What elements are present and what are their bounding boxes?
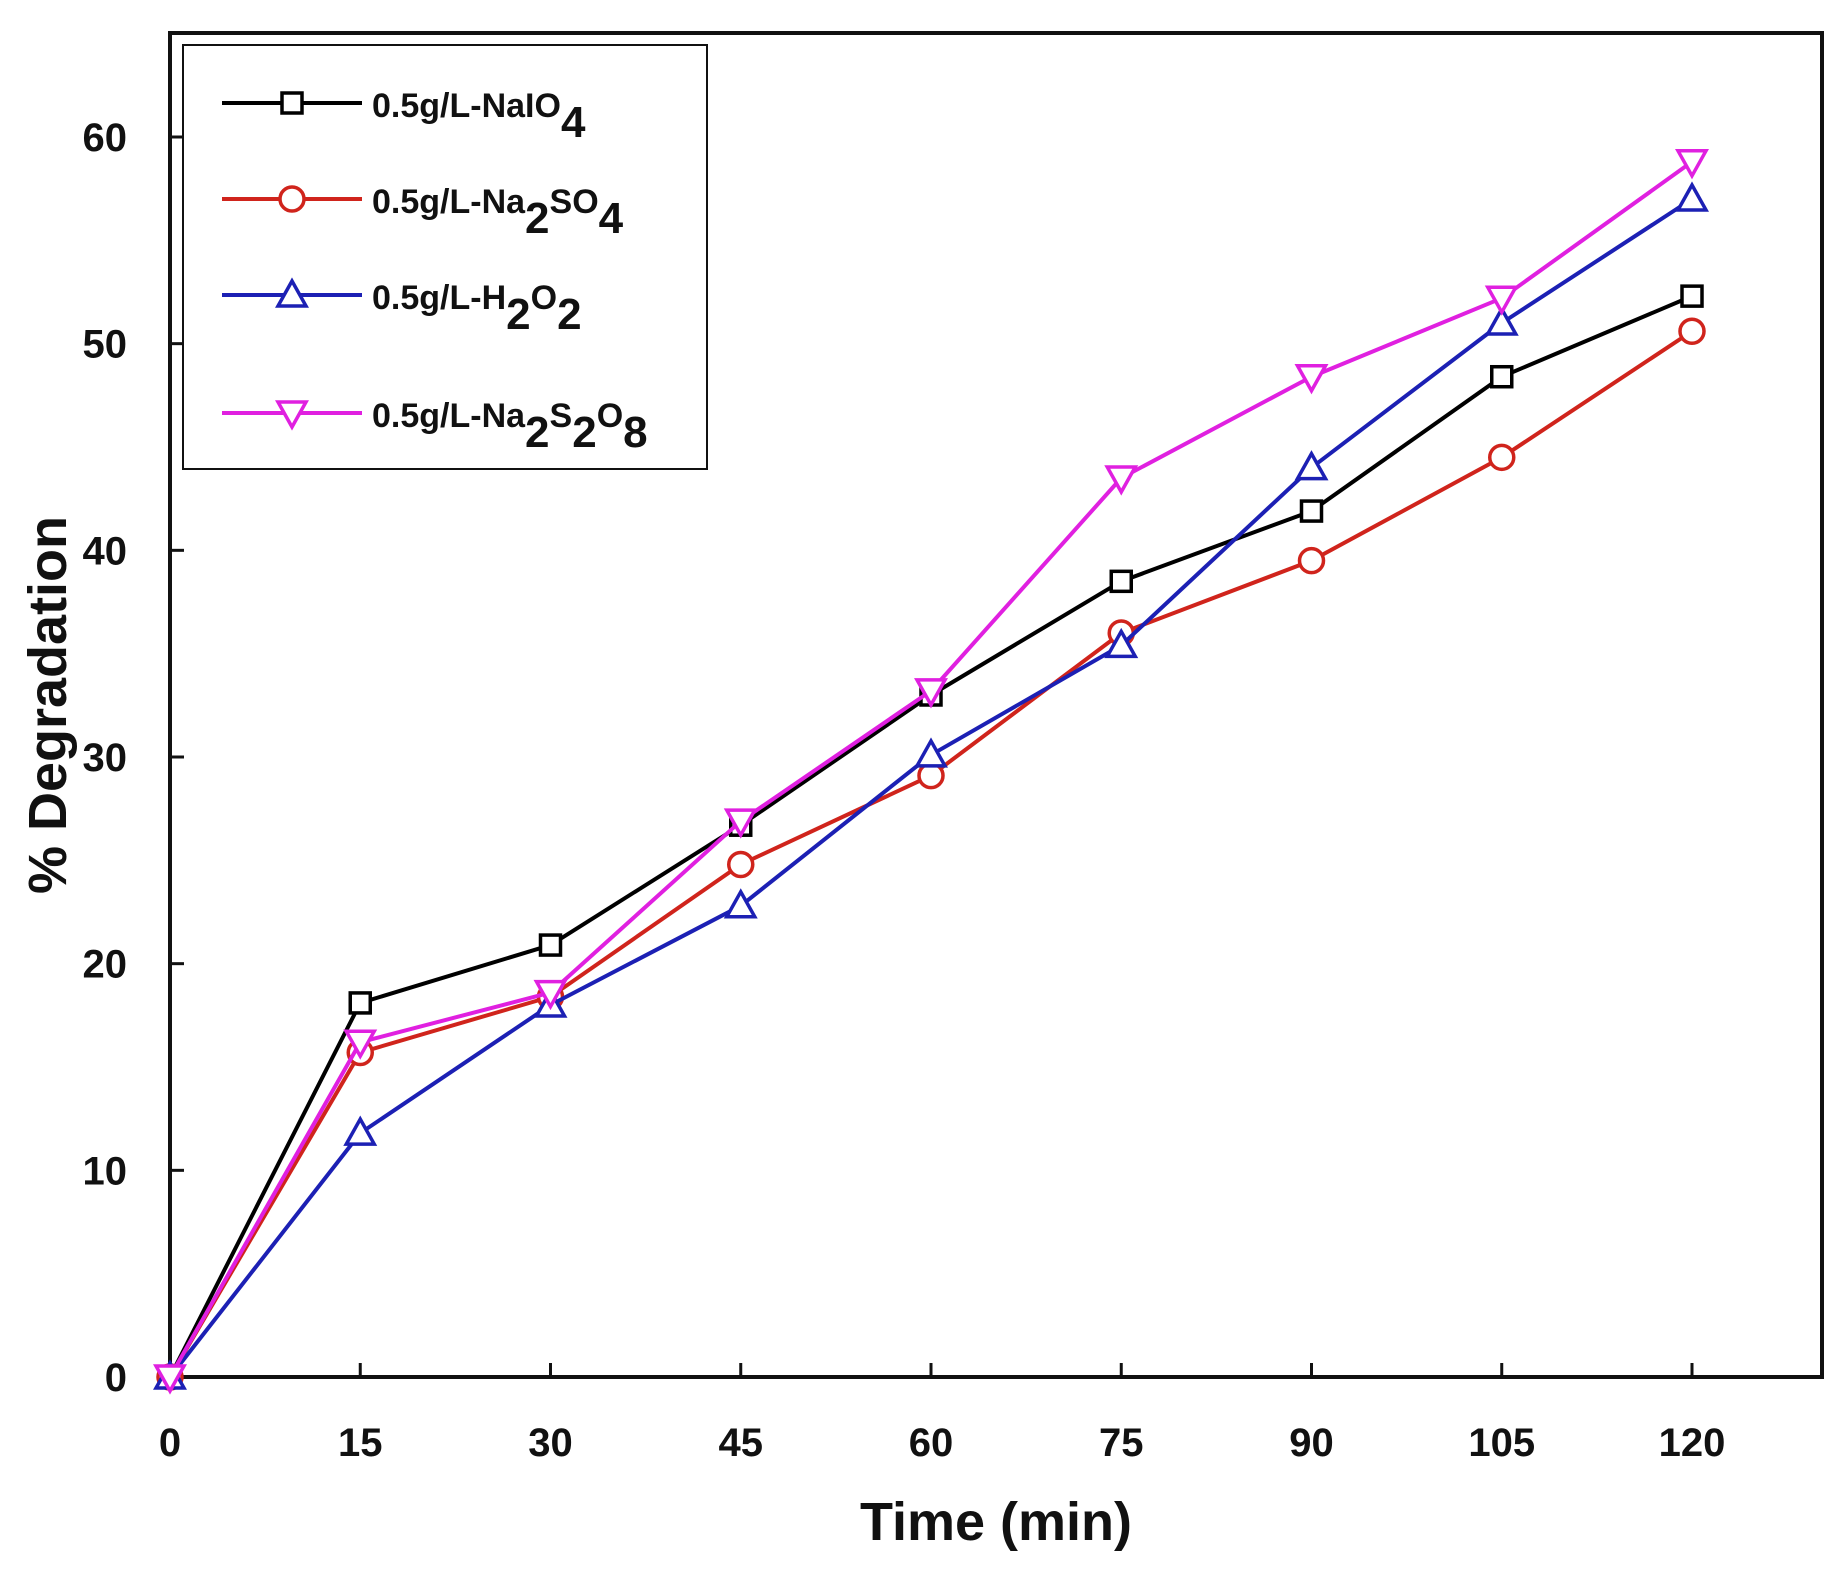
legend-label-part: 0.5g/L-H <box>372 279 506 317</box>
legend-marker <box>275 400 309 431</box>
legend-label: 0.5g/L-Na2S2O8 <box>372 397 648 457</box>
data-point <box>343 1115 378 1146</box>
data-point <box>1488 443 1516 472</box>
data-point <box>1484 285 1519 316</box>
x-tick-label: 30 <box>528 1421 573 1465</box>
y-tick-label: 30 <box>83 736 128 780</box>
legend-label-part: O <box>531 279 557 317</box>
y-tick-label: 40 <box>83 529 128 573</box>
x-tick-label: 60 <box>909 1421 954 1465</box>
data-point <box>723 888 758 919</box>
axis-ticks: 0 15 30 45 60 75 90 105 120 0 10 20 30 40 50 60 <box>83 116 1726 1465</box>
series-layer <box>153 149 1709 1395</box>
legend-marker <box>278 185 306 213</box>
series-2 <box>153 181 1709 1390</box>
series-1 <box>156 317 1706 1391</box>
legend-label-part: 2 <box>525 408 549 457</box>
series-3 <box>153 149 1709 1395</box>
y-axis-title: % Degradation <box>18 516 78 894</box>
x-tick-label: 90 <box>1289 1421 1334 1465</box>
legend-label-part: 0.5g/L-NaIO <box>372 87 561 125</box>
legend-label-part: 8 <box>623 408 647 457</box>
legend-label: 0.5g/L-Na2SO4 <box>372 183 624 243</box>
data-point <box>1299 499 1324 523</box>
legend-label-part: SO <box>550 183 599 221</box>
legend-entry: 0.5g/L-Na2S2O8 <box>222 397 648 457</box>
data-point <box>914 678 948 709</box>
legend-marker <box>280 91 304 115</box>
legend: 0.5g/L-NaIO40.5g/L-Na2SO40.5g/L-H2O20.5g… <box>182 44 708 470</box>
legend-label-part: 0.5g/L-Na <box>372 397 526 435</box>
y-tick-label: 20 <box>83 943 128 987</box>
x-tick-label: 120 <box>1659 1421 1726 1465</box>
legend-label-part: 4 <box>561 98 586 147</box>
x-tick-label: 15 <box>338 1421 383 1465</box>
legend-label-part: 2 <box>525 194 549 243</box>
data-point <box>348 991 372 1015</box>
legend-label: 0.5g/L-H2O2 <box>372 279 582 339</box>
legend-label: 0.5g/L-NaIO4 <box>372 87 586 147</box>
legend-label-part: 2 <box>572 408 596 457</box>
data-point <box>1294 450 1329 481</box>
legend-entry: 0.5g/L-Na2SO4 <box>222 183 624 243</box>
data-point <box>153 1364 187 1395</box>
data-point <box>1675 149 1709 180</box>
data-point <box>1104 465 1139 496</box>
data-point <box>1490 364 1514 389</box>
data-point <box>1294 363 1329 395</box>
x-tick-label: 105 <box>1468 1421 1535 1465</box>
x-tick-label: 0 <box>159 1421 181 1465</box>
legend-label-part: O <box>597 397 623 435</box>
legend-entry: 0.5g/L-H2O2 <box>222 277 582 339</box>
data-point <box>1104 627 1139 659</box>
data-point <box>1109 569 1133 594</box>
y-tick-label: 0 <box>105 1356 127 1400</box>
data-point <box>727 850 755 879</box>
data-point <box>1678 317 1706 346</box>
data-point <box>1297 546 1326 575</box>
y-tick-label: 50 <box>83 323 128 367</box>
plot-frame <box>168 31 1824 1379</box>
legend-entry: 0.5g/L-NaIO4 <box>222 87 586 147</box>
x-tick-label: 45 <box>719 1421 764 1465</box>
x-tick-label: 75 <box>1099 1421 1144 1465</box>
legend-label-part: 2 <box>557 290 581 339</box>
data-point <box>533 979 568 1011</box>
legend-label-part: 4 <box>599 194 624 243</box>
legend-marker <box>275 277 309 308</box>
series-line <box>168 329 1694 1379</box>
data-point <box>343 1029 378 1060</box>
data-point <box>723 808 758 839</box>
legend-label-part: 0.5g/L-Na <box>372 183 526 221</box>
data-point <box>1680 284 1704 308</box>
data-point <box>538 933 563 957</box>
y-tick-label: 10 <box>83 1149 128 1193</box>
y-tick-label: 60 <box>83 116 128 160</box>
legend-label-part: 2 <box>506 290 530 339</box>
data-point <box>914 737 948 768</box>
legend-label-part: S <box>550 397 573 435</box>
data-point <box>1484 305 1519 336</box>
legend-box <box>182 44 708 470</box>
data-point <box>1675 181 1709 212</box>
x-axis-title: Time (min) <box>860 1492 1132 1552</box>
